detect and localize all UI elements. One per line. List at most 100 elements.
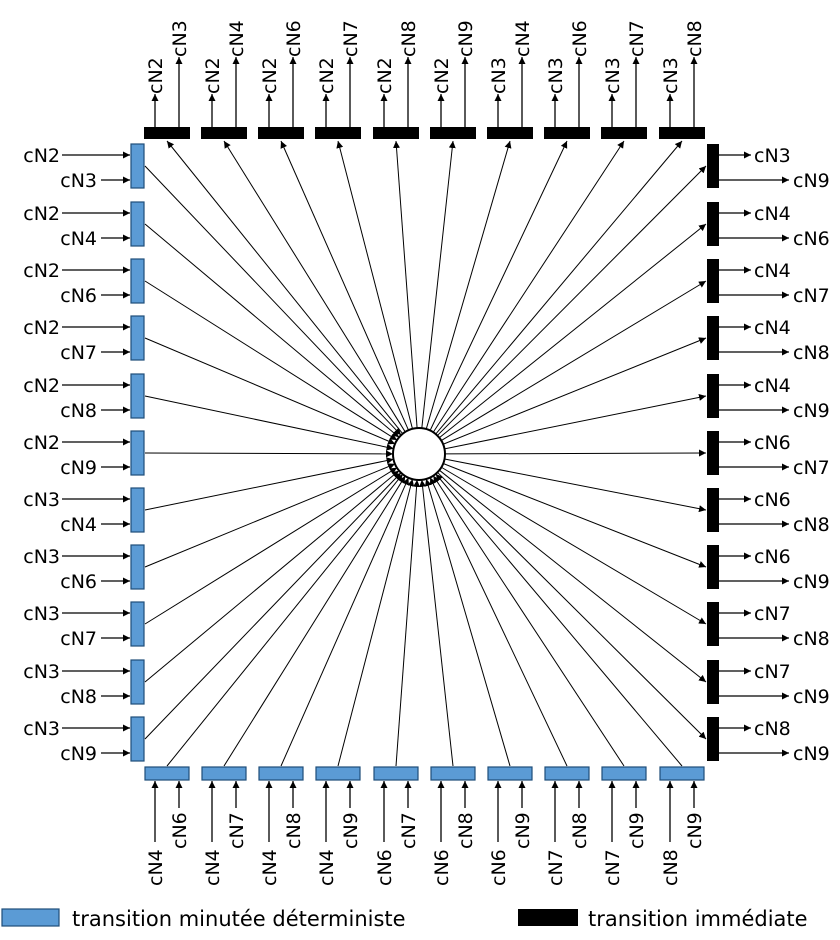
arc-bottom-to-center — [280, 477, 409, 767]
right-transition-10[interactable] — [707, 660, 719, 704]
top-label: cN4 — [226, 20, 248, 57]
right-label: cN4 — [754, 317, 791, 339]
bottom-transition-9[interactable] — [601, 766, 647, 781]
right-label: cN6 — [754, 489, 791, 511]
top-transition-10[interactable] — [659, 127, 705, 139]
bottom-transition-3[interactable] — [258, 766, 304, 781]
left-transition-7[interactable] — [130, 487, 145, 533]
top-label: cN8 — [684, 20, 706, 57]
right-label: cN7 — [754, 603, 791, 625]
arc-bottom-to-center — [337, 479, 415, 767]
right-label: cN9 — [793, 686, 830, 708]
left-transition-8[interactable] — [130, 544, 145, 590]
bottom-transition-6[interactable] — [430, 766, 476, 781]
arc-center-to-top — [280, 140, 409, 431]
top-transition-9[interactable] — [601, 127, 647, 139]
left-transition-11[interactable] — [130, 716, 145, 762]
legend-immediate-swatch — [518, 909, 578, 926]
right-label: cN8 — [793, 628, 830, 650]
top-label: cN6 — [283, 20, 305, 57]
arc-center-to-right — [436, 165, 707, 436]
arc-center-to-top — [166, 140, 404, 435]
top-label: cN4 — [512, 20, 534, 57]
arc-center-to-right — [441, 466, 707, 625]
left-label: cN4 — [60, 228, 97, 250]
left-transition-2[interactable] — [130, 201, 145, 247]
right-label: cN6 — [793, 228, 830, 250]
top-label: cN7 — [626, 20, 648, 57]
right-label: cN7 — [793, 457, 830, 479]
left-transition-10[interactable] — [130, 659, 145, 705]
top-transition-5[interactable] — [373, 127, 419, 139]
bottom-transition-1[interactable] — [144, 766, 190, 781]
top-label: cN6 — [569, 20, 591, 57]
left-label: cN2 — [23, 203, 60, 225]
arc-bottom-to-center — [429, 477, 568, 767]
right-transition-1[interactable] — [707, 144, 719, 188]
right-transition-4[interactable] — [707, 316, 719, 360]
right-transition-8[interactable] — [707, 545, 719, 589]
right-transition-3[interactable] — [707, 259, 719, 303]
right-transition-6[interactable] — [707, 431, 719, 475]
right-transition-9[interactable] — [707, 602, 719, 646]
left-transition-4[interactable] — [130, 315, 145, 361]
bottom-label: cN4 — [202, 849, 224, 886]
left-label: cN6 — [60, 571, 97, 593]
bottom-label: cN6 — [431, 849, 453, 886]
left-label: cN2 — [23, 432, 60, 454]
left-label: cN9 — [60, 457, 97, 479]
bottom-label: cN6 — [374, 849, 396, 886]
arc-bottom-to-center — [419, 479, 454, 767]
left-transition-1[interactable] — [130, 143, 145, 189]
bottom-transition-5[interactable] — [373, 766, 419, 781]
arc-left-to-center — [144, 223, 400, 438]
left-transition-5[interactable] — [130, 373, 145, 419]
arc-left-to-center — [144, 463, 396, 568]
top-transition-6[interactable] — [430, 127, 476, 139]
left-transition-9[interactable] — [130, 601, 145, 647]
right-transition-5[interactable] — [707, 374, 719, 418]
arc-center-to-top — [393, 140, 418, 429]
bottom-transition-4[interactable] — [315, 766, 361, 781]
right-transition-11[interactable] — [707, 717, 719, 761]
arc-left-to-center — [144, 280, 398, 441]
right-transition-2[interactable] — [707, 202, 719, 246]
top-label: cN2 — [374, 57, 396, 94]
left-transition-3[interactable] — [130, 258, 145, 304]
bottom-transition-7[interactable] — [487, 766, 533, 781]
top-transition-8[interactable] — [544, 127, 590, 139]
left-label: cN3 — [23, 718, 60, 740]
arc-bottom-to-center — [223, 475, 406, 767]
top-label: cN2 — [431, 57, 453, 94]
bottom-transition-8[interactable] — [544, 766, 590, 781]
left-label: cN3 — [23, 489, 60, 511]
left-label: cN9 — [60, 743, 97, 765]
left-transition-6[interactable] — [130, 430, 145, 476]
legend-timed-label: transition minutée déterministe — [72, 907, 406, 931]
left-label: cN2 — [23, 375, 60, 397]
top-transition-7[interactable] — [487, 127, 533, 139]
top-transition-1[interactable] — [144, 127, 190, 139]
arc-bottom-to-center — [395, 479, 421, 767]
bottom-transition-2[interactable] — [201, 766, 247, 781]
bottom-label: cN8 — [455, 812, 477, 849]
arc-center-to-right — [444, 393, 707, 450]
top-transition-4[interactable] — [315, 127, 361, 139]
central-place[interactable] — [392, 427, 446, 481]
arc-center-to-right — [443, 463, 707, 568]
top-label: cN3 — [488, 57, 510, 94]
bottom-transition-10[interactable] — [659, 766, 705, 781]
left-label: cN3 — [23, 661, 60, 683]
arc-center-to-top — [432, 140, 625, 433]
right-transition-7[interactable] — [707, 488, 719, 532]
top-transition-2[interactable] — [201, 127, 247, 139]
arc-left-to-center — [144, 472, 402, 740]
top-transition-3[interactable] — [258, 127, 304, 139]
left-label: cN6 — [60, 285, 97, 307]
arc-center-to-top — [336, 140, 413, 429]
arc-center-to-right — [439, 469, 707, 683]
right-label: cN7 — [754, 661, 791, 683]
top-label: cN3 — [660, 57, 682, 94]
arcs-layer — [144, 140, 707, 767]
